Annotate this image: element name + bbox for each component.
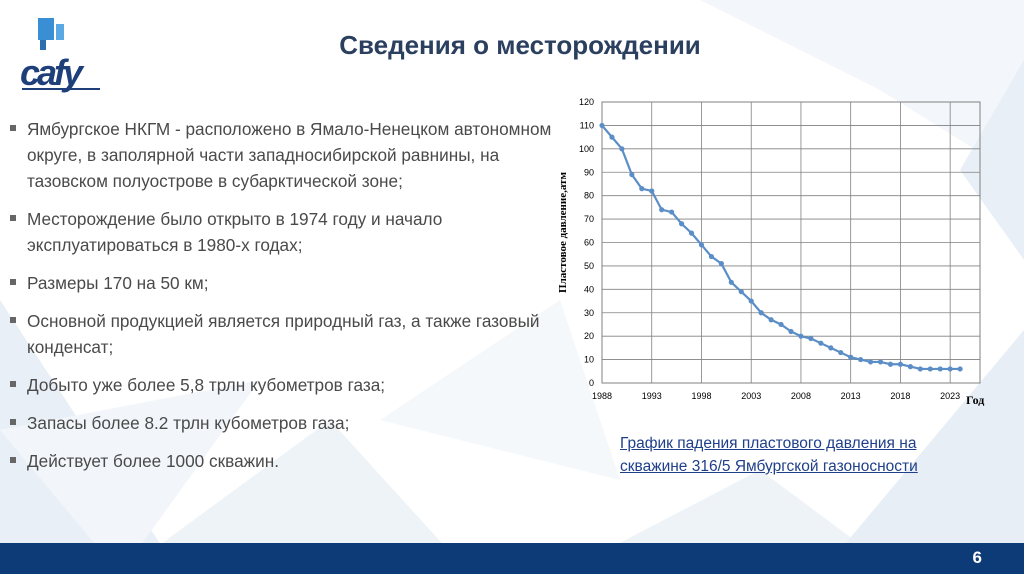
bullet-marker-icon [10,125,16,131]
y-tick-label: 30 [584,308,594,318]
data-point [848,354,854,360]
list-item: Запасы более 8.2 трлн кубометров газа; [10,410,555,436]
y-tick-label: 0 [589,378,594,388]
series-line [601,124,961,371]
data-point [917,366,923,372]
bullet-text: Добыто уже более 5,8 трлн кубометров газ… [27,375,386,395]
x-tick-label: 1998 [691,391,711,401]
x-tick-label: 2008 [791,391,811,401]
x-tick-label: 2018 [890,391,910,401]
data-point [738,289,744,295]
y-axis-label: Пластовое давление,атм [557,172,569,293]
bullet-marker-icon [10,215,16,221]
data-point [599,122,605,129]
data-point [678,221,685,227]
bullet-marker-icon [10,457,16,463]
data-point [838,349,844,356]
bullet-text: Ямбургское НКГМ - расположено в Ямало-Не… [27,119,552,191]
pressure-chart: 0 10 20 30 40 50 60 70 80 90 100 110 120 1988 1993 1998… [557,97,984,407]
company-logo: cafy [18,14,104,93]
data-point [718,260,724,267]
logo-text: cafy [20,52,83,93]
y-tick-label: 110 [580,120,594,130]
x-tick-label: 2023 [940,391,960,401]
x-axis-label: Год [966,393,984,407]
data-point [867,359,874,365]
data-point [828,345,834,351]
x-tick-label: 2003 [741,391,761,401]
data-point [708,253,715,260]
bullet-text: Месторождение было открыто в 1974 году и… [27,209,443,255]
list-item: Месторождение было открыто в 1974 году и… [10,206,555,258]
bullet-list: Ямбургское НКГМ - расположено в Ямало-Не… [10,116,555,486]
bullet-text: Основной продукцией является природный г… [27,311,540,357]
y-tick-label: 90 [584,167,594,177]
data-point [728,279,734,285]
data-point [639,186,645,192]
bullet-text: Размеры 170 на 50 км; [27,273,209,293]
data-point [629,171,635,178]
data-point [788,328,794,335]
y-tick-label: 60 [584,238,594,248]
data-point [937,366,943,372]
chart-caption: График падения пластового давления на ск… [620,435,918,475]
data-point [778,321,784,328]
list-item: Добыто уже более 5,8 трлн кубометров газ… [10,372,555,398]
data-point [907,364,913,370]
list-item: Основной продукцией является природный г… [10,308,555,360]
list-item: Ямбургское НКГМ - расположено в Ямало-Не… [10,116,555,194]
data-point [758,310,764,316]
y-tick-label: 100 [579,144,594,154]
data-point [818,340,824,346]
y-tick-label: 50 [584,261,594,271]
data-point [858,356,864,363]
data-point [649,188,655,194]
data-point [609,134,615,140]
data-point [897,361,904,367]
data-point [669,209,675,215]
y-tick-label: 80 [584,191,594,201]
data-point [659,207,665,213]
data-point [887,361,894,367]
data-point [798,333,804,339]
y-tick-label: 120 [579,97,594,107]
data-point [768,317,774,323]
list-item: Действует более 1000 скважин. [10,448,555,474]
y-tick-label: 40 [584,284,594,294]
data-point [688,230,695,236]
y-tick-label: 70 [584,214,594,224]
y-tick-label: 10 [584,355,594,365]
x-tick-label: 1988 [592,391,612,401]
data-point [947,366,953,372]
logo-mark-icon [22,18,100,90]
x-tick-label: 2013 [841,391,861,401]
bullet-marker-icon [10,381,16,387]
data-point [619,146,625,152]
y-tick-label: 20 [584,331,594,341]
data-point [698,242,705,248]
bullet-text: Действует более 1000 скважин. [27,451,279,471]
data-point [927,366,933,372]
footer-bar [0,543,1024,574]
data-point [748,298,754,304]
bullet-marker-icon [10,419,16,425]
page-number: 6 [972,548,982,567]
data-point [808,335,814,342]
list-item: Размеры 170 на 50 км; [10,270,555,296]
bullet-marker-icon [10,317,16,323]
data-point [957,366,963,372]
data-point [877,359,884,365]
x-tick-label: 1993 [642,391,662,401]
bullet-text: Запасы более 8.2 трлн кубометров газа; [27,413,350,433]
page-title: Сведения о месторождении [339,30,701,60]
bullet-marker-icon [10,279,16,285]
